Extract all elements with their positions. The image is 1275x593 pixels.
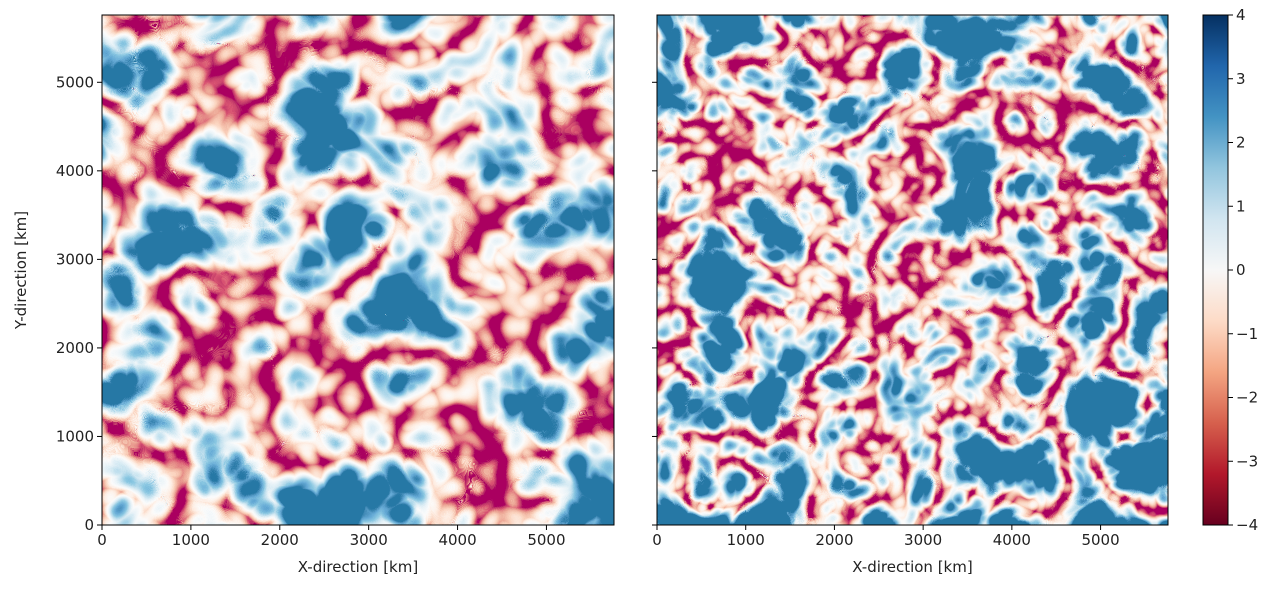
y-tick-label: 2000	[56, 339, 94, 357]
colorbar	[1202, 14, 1229, 526]
x-tick-label: 0	[97, 531, 107, 549]
colorbar-tick-label: 4	[1236, 6, 1246, 24]
x-tick-label: 1000	[172, 531, 210, 549]
x-tick-label: 2000	[815, 531, 853, 549]
x-tick-label: 1000	[727, 531, 765, 549]
y-tick-label: 4000	[56, 162, 94, 180]
colorbar-tick-label: 0	[1236, 261, 1246, 279]
colorbar-tick-label: −2	[1236, 389, 1258, 407]
y-axis-label: Y-direction [km]	[12, 211, 30, 330]
x-tick-label: 0	[652, 531, 662, 549]
x-tick-label: 2000	[261, 531, 299, 549]
x-tick-label: 3000	[904, 531, 942, 549]
y-tick-label: 1000	[56, 427, 94, 445]
x-tick-label: 4000	[993, 531, 1031, 549]
colorbar-tick-label: −1	[1236, 325, 1258, 343]
x-axis-label: X-direction [km]	[852, 558, 972, 576]
x-tick-label: 4000	[438, 531, 476, 549]
colorbar-tick-label: 2	[1236, 134, 1246, 152]
y-tick-label: 3000	[56, 250, 94, 268]
x-axis-label: X-direction [km]	[298, 558, 418, 576]
heatmap-image	[657, 15, 1168, 525]
colorbar-tick-label: −3	[1236, 452, 1258, 470]
axes-frame	[101, 14, 615, 526]
x-tick-label: 3000	[350, 531, 388, 549]
y-tick-label: 5000	[56, 73, 94, 91]
x-tick-label: 5000	[527, 531, 565, 549]
x-tick-label: 5000	[1081, 531, 1119, 549]
heatmap-image	[102, 15, 614, 525]
y-tick-label: 0	[84, 516, 94, 534]
colorbar-tick-label: 1	[1236, 197, 1246, 215]
colorbar-tick-label: −4	[1236, 516, 1258, 534]
colorbar-tick-label: 3	[1236, 70, 1246, 88]
axes-frame	[656, 14, 1169, 526]
